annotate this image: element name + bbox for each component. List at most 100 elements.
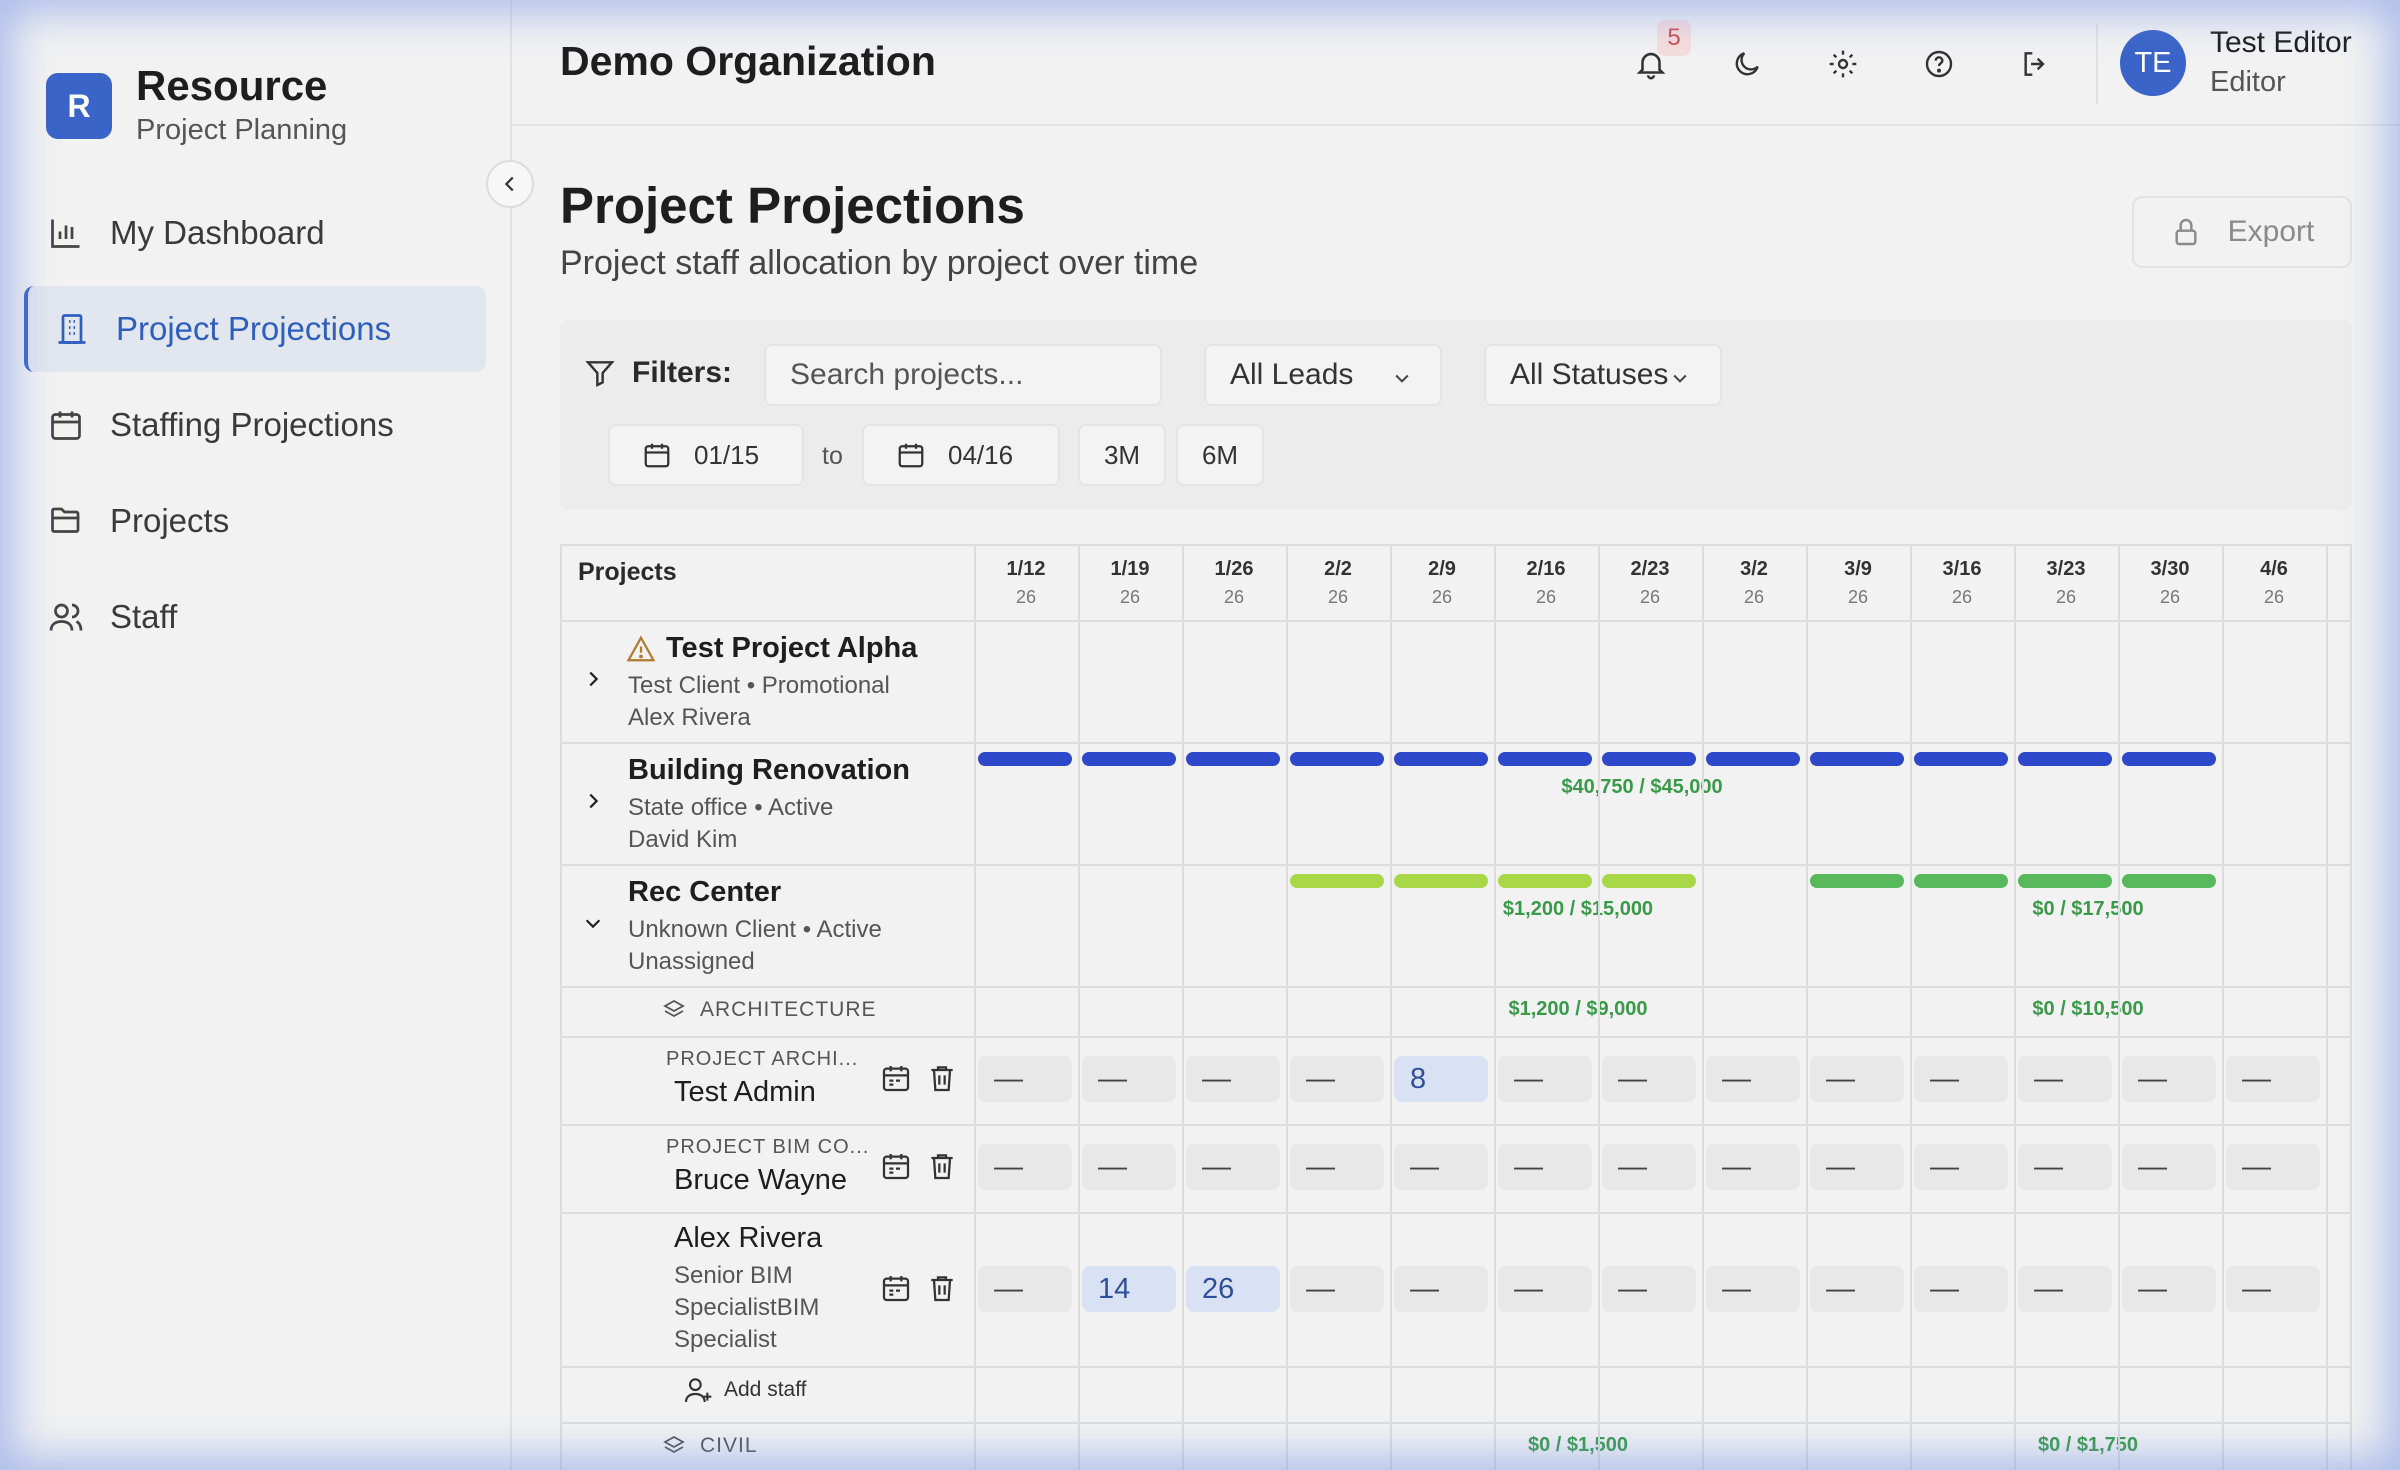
delete-staff-button[interactable] xyxy=(926,1062,958,1094)
collapse-row-button[interactable] xyxy=(582,912,604,939)
allocation-cell[interactable]: — xyxy=(2018,1056,2112,1102)
allocation-cell[interactable]: — xyxy=(1810,1266,1904,1312)
end-date-input[interactable]: 04/16 xyxy=(862,424,1060,486)
sidebar-item-projects[interactable]: Projects xyxy=(24,478,486,564)
allocation-cell[interactable]: — xyxy=(1914,1266,2008,1312)
grid-column-line xyxy=(2326,546,2328,1470)
allocation-cell[interactable]: — xyxy=(1602,1056,1696,1102)
allocation-cell[interactable]: — xyxy=(1186,1144,1280,1190)
project-client-status: Unknown Client • Active xyxy=(628,916,882,943)
allocation-cell[interactable]: — xyxy=(1810,1056,1904,1102)
project-name[interactable]: Rec Center xyxy=(628,876,782,908)
building-icon xyxy=(58,314,86,344)
filters-label: Filters: xyxy=(584,356,732,390)
week-year: 26 xyxy=(1639,587,1661,607)
range-6m-button[interactable]: 6M xyxy=(1176,424,1264,486)
avatar[interactable]: TE xyxy=(2120,30,2186,96)
allocation-cell[interactable]: — xyxy=(1394,1266,1488,1312)
theme-toggle-button[interactable] xyxy=(1725,42,1769,86)
expand-row-button[interactable] xyxy=(582,790,604,817)
trash-icon xyxy=(931,1066,953,1092)
allocation-cell[interactable]: — xyxy=(2018,1144,2112,1190)
week-date: 3/16 xyxy=(1942,558,1982,580)
allocation-cell[interactable]: — xyxy=(1082,1144,1176,1190)
sidebar-collapse-button[interactable] xyxy=(486,160,534,208)
allocation-cell[interactable]: — xyxy=(2226,1144,2320,1190)
user-plus-icon xyxy=(684,1378,712,1403)
sidebar-item-staffing-projections[interactable]: Staffing Projections xyxy=(24,382,486,468)
allocation-cell[interactable]: — xyxy=(1394,1144,1488,1190)
project-name[interactable]: Test Project Alpha xyxy=(666,632,918,664)
week-year: 26 xyxy=(1119,587,1141,607)
search-input[interactable]: Search projects... xyxy=(764,344,1162,406)
project-name[interactable]: Building Renovation xyxy=(628,754,910,786)
settings-button[interactable] xyxy=(1821,42,1865,86)
sidebar-item-my-dashboard[interactable]: My Dashboard xyxy=(24,190,486,276)
allocation-cell[interactable]: — xyxy=(1082,1056,1176,1102)
bar-chart-icon xyxy=(51,219,80,248)
sidebar-item-label: Project Projections xyxy=(116,310,392,347)
staff-title-line: SpecialistBIM xyxy=(674,1294,820,1321)
allocation-cell[interactable]: — xyxy=(2226,1266,2320,1312)
leads-select[interactable]: All Leads xyxy=(1204,344,1442,406)
grid-row-line xyxy=(562,1212,2350,1214)
add-staff-label: Add staff xyxy=(724,1378,807,1401)
allocation-cell[interactable]: — xyxy=(1706,1144,1800,1190)
section-amount: $0 / $1,750 xyxy=(2037,1434,2139,1456)
allocation-cell[interactable]: 8 xyxy=(1394,1056,1488,1102)
schedule-button[interactable] xyxy=(880,1150,912,1182)
delete-staff-button[interactable] xyxy=(926,1272,958,1304)
allocation-cell[interactable]: 26 xyxy=(1186,1266,1280,1312)
sidebar-item-staff[interactable]: Staff xyxy=(24,574,486,660)
help-button[interactable] xyxy=(1917,42,1961,86)
allocation-cell[interactable]: — xyxy=(978,1266,1072,1312)
week-date: 1/12 xyxy=(1006,558,1046,580)
logout-button[interactable] xyxy=(2013,42,2057,86)
allocation-cell[interactable]: — xyxy=(2018,1266,2112,1312)
allocation-cell[interactable]: — xyxy=(1498,1056,1592,1102)
allocation-cell[interactable]: — xyxy=(1706,1056,1800,1102)
week-column-header: 2/2 26 xyxy=(1286,546,1390,608)
allocation-cell[interactable]: — xyxy=(1498,1266,1592,1312)
delete-staff-button[interactable] xyxy=(926,1150,958,1182)
sidebar-nav: My Dashboard Project Projections Staffin… xyxy=(24,190,486,670)
allocation-cell[interactable]: — xyxy=(1290,1266,1384,1312)
allocation-cell[interactable]: — xyxy=(1602,1266,1696,1312)
grid-column-line xyxy=(2118,546,2120,1470)
project-amount: $0 / $17,500 xyxy=(2032,898,2144,920)
allocation-cell[interactable]: — xyxy=(1498,1144,1592,1190)
allocation-cell[interactable]: — xyxy=(1290,1144,1384,1190)
section-label-text: ARCHITECTURE xyxy=(700,998,877,1021)
allocation-cell[interactable]: — xyxy=(1706,1266,1800,1312)
export-button[interactable]: Export xyxy=(2132,196,2352,268)
allocation-cell[interactable]: — xyxy=(1810,1144,1904,1190)
schedule-button[interactable] xyxy=(880,1062,912,1094)
page-subtitle: Project staff allocation by project over… xyxy=(560,244,1199,282)
notifications-button[interactable] xyxy=(1629,42,1673,86)
range-3m-button[interactable]: 3M xyxy=(1078,424,1166,486)
schedule-button[interactable] xyxy=(880,1272,912,1304)
help-circle-icon xyxy=(1925,50,1953,78)
expand-row-button[interactable] xyxy=(582,668,604,695)
statuses-select[interactable]: All Statuses xyxy=(1484,344,1722,406)
grid-column-line xyxy=(974,546,976,1470)
allocation-cell[interactable]: — xyxy=(2122,1266,2216,1312)
allocation-cell[interactable]: — xyxy=(1602,1144,1696,1190)
add-staff-button[interactable]: Add staff xyxy=(682,1374,807,1406)
start-date-input[interactable]: 01/15 xyxy=(608,424,804,486)
allocation-cell[interactable]: — xyxy=(2226,1056,2320,1102)
brand-title: Resource xyxy=(136,62,328,109)
allocation-cell[interactable]: — xyxy=(1914,1144,2008,1190)
week-year: 26 xyxy=(2159,587,2181,607)
allocation-cell[interactable]: — xyxy=(1290,1056,1384,1102)
allocation-cell[interactable]: — xyxy=(978,1144,1072,1190)
allocation-cell[interactable]: — xyxy=(1914,1056,2008,1102)
bell-icon xyxy=(1636,52,1666,80)
sidebar-item-project-projections[interactable]: Project Projections xyxy=(24,286,486,372)
allocation-cell[interactable]: — xyxy=(2122,1144,2216,1190)
allocation-cell[interactable]: — xyxy=(978,1056,1072,1102)
allocation-cell[interactable]: — xyxy=(2122,1056,2216,1102)
allocation-cell[interactable]: — xyxy=(1186,1056,1280,1102)
sidebar-item-label: Projects xyxy=(110,502,230,539)
allocation-cell[interactable]: 14 xyxy=(1082,1266,1176,1312)
